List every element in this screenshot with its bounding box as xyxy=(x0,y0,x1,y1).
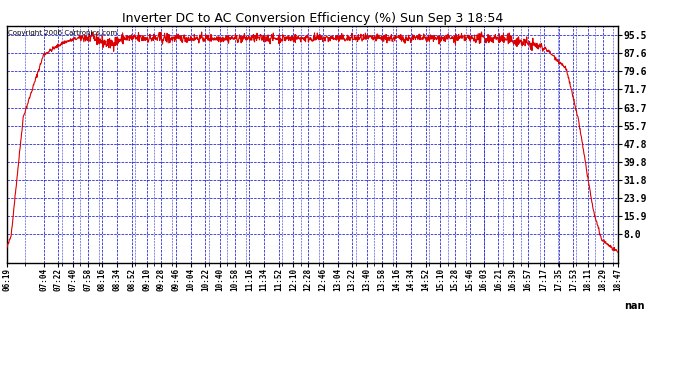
Text: nan: nan xyxy=(624,302,645,311)
Text: Copyright 2006 Cartronics.com: Copyright 2006 Cartronics.com xyxy=(8,30,117,36)
Title: Inverter DC to AC Conversion Efficiency (%) Sun Sep 3 18:54: Inverter DC to AC Conversion Efficiency … xyxy=(121,12,503,25)
